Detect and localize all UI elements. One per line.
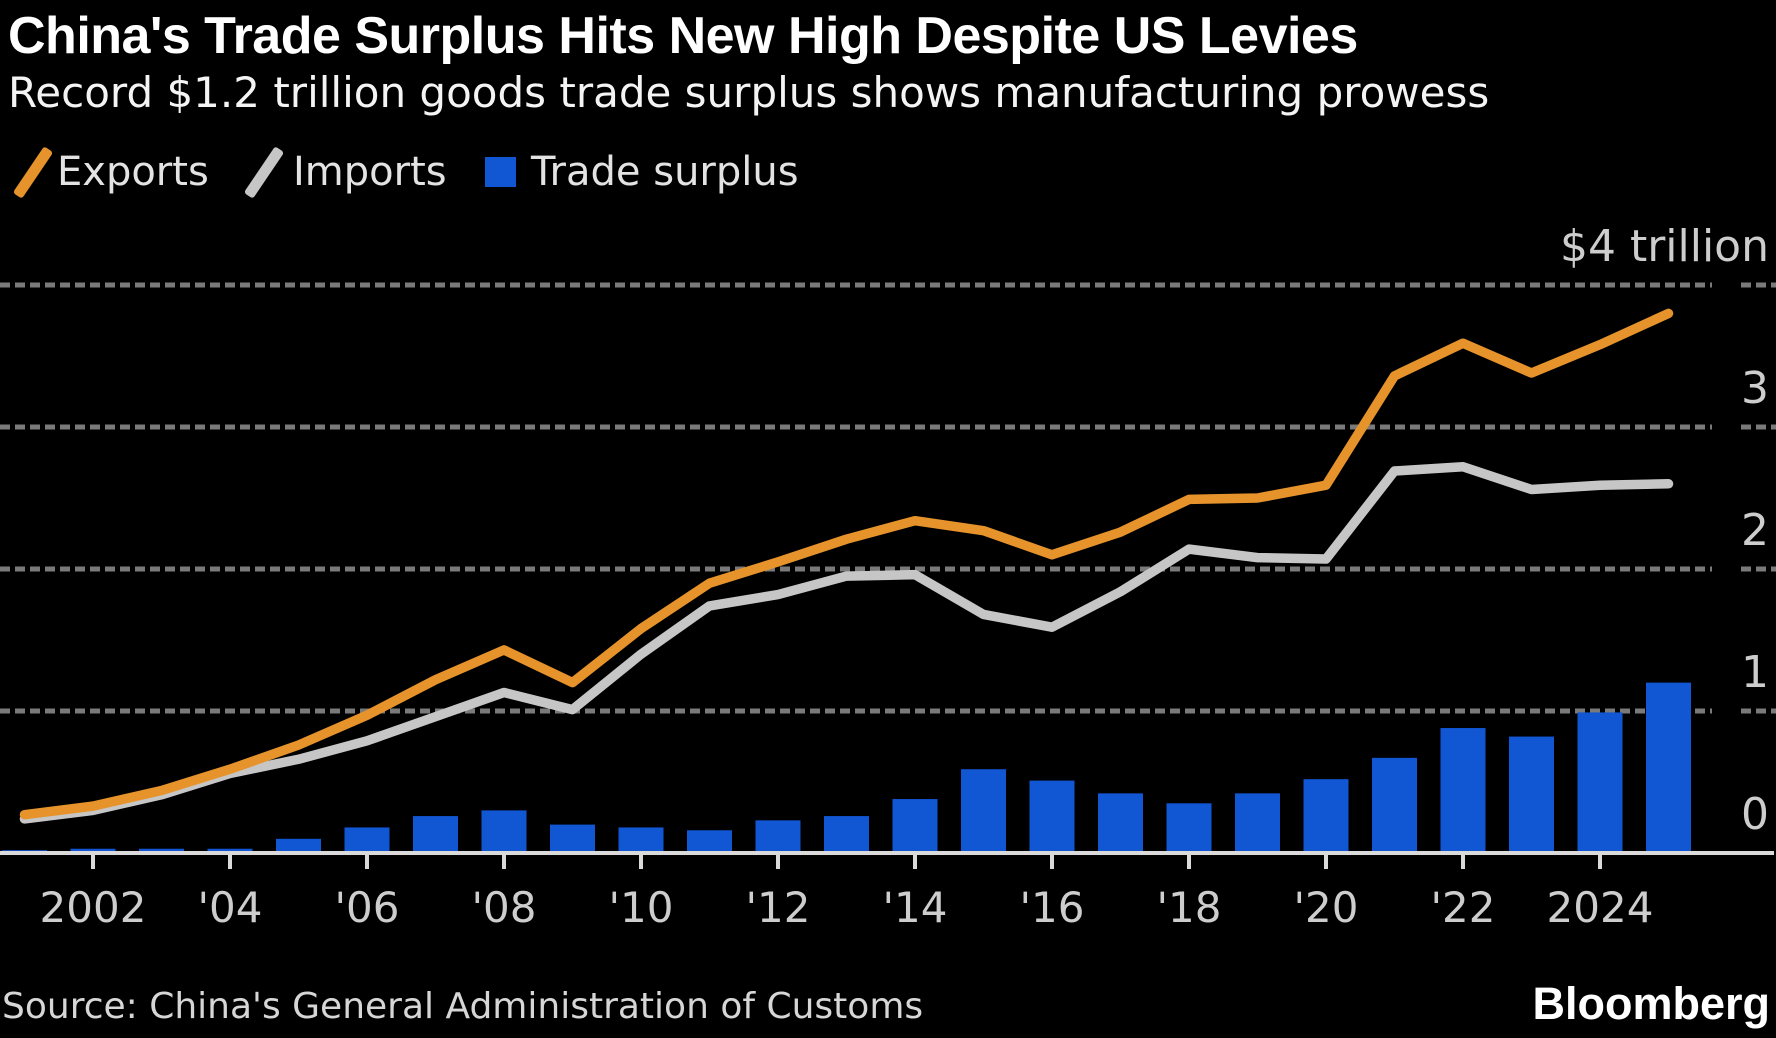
trade-surplus-bar-2009	[550, 824, 595, 853]
trade-surplus-bar-2008	[481, 810, 527, 853]
trade-surplus-bar-2006	[344, 827, 390, 853]
x-axis-label-2018: '18	[1157, 883, 1222, 932]
exports-line	[19, 308, 1674, 820]
legend-label-imports: Imports	[293, 149, 447, 195]
trade-surplus-bar-2019	[1235, 793, 1280, 853]
trade-surplus-bar-2017	[1098, 793, 1143, 853]
x-axis-label-2010: '10	[609, 883, 674, 932]
trade-surplus-bar-2022	[1440, 728, 1486, 853]
x-axis-label-2014: '14	[883, 883, 948, 932]
legend-label-exports: Exports	[57, 149, 209, 195]
trade-surplus-bar-2013	[824, 816, 869, 853]
y-axis-label-4: $4 trillion	[1560, 221, 1769, 272]
page-title: China's Trade Surplus Hits New High Desp…	[8, 7, 1358, 65]
trade-surplus-bar-2002	[70, 848, 116, 853]
trade-surplus-bar-2023	[1509, 736, 1554, 853]
imports-line	[19, 462, 1674, 824]
trade-surplus-swatch-icon	[485, 157, 516, 187]
source-note: Source: China's General Administration o…	[2, 986, 924, 1027]
page-subtitle: Record $1.2 trillion goods trade surplus…	[8, 68, 1490, 117]
x-axis-label-2002: 2002	[40, 883, 147, 932]
trade-surplus-bar-2016	[1029, 780, 1075, 853]
x-axis-label-2020: '20	[1294, 883, 1359, 932]
legend: Exports Imports Trade surplus	[0, 134, 1760, 210]
x-axis-label-2012: '12	[746, 883, 811, 932]
y-axis-label-1: 1	[1741, 647, 1769, 698]
trade-surplus-bar-2007	[413, 816, 458, 853]
x-axis-label-2008: '08	[472, 883, 537, 932]
x-axis-label-2022: '22	[1431, 883, 1496, 932]
trade-surplus-bar-2024	[1577, 712, 1623, 853]
trade-surplus-bar-2005	[276, 838, 321, 853]
trade-surplus-bar-2015	[961, 769, 1006, 853]
trade-surplus-bar-2025	[1646, 682, 1691, 853]
x-axis-label-2006: '06	[335, 883, 400, 932]
trade-surplus-bar-2018	[1166, 803, 1212, 853]
x-axis-label-2016: '16	[1020, 883, 1085, 932]
bloomberg-logo: Bloomberg	[1532, 978, 1770, 1029]
trade-surplus-bar-2012	[755, 820, 801, 853]
trade-surplus-bar-2020	[1303, 779, 1349, 853]
trade-surplus-bar-2003	[139, 848, 184, 853]
legend-label-trade-surplus: Trade surplus	[531, 149, 799, 195]
x-axis-label-2004: '04	[198, 883, 263, 932]
x-axis-label-2024: 2024	[1547, 883, 1654, 932]
trade-surplus-bar-2004	[207, 848, 253, 853]
legend-item-trade-surplus	[485, 134, 516, 210]
y-axis-label-2: 2	[1741, 505, 1769, 556]
y-axis-label-3: 3	[1741, 363, 1769, 414]
y-axis-label-0: 0	[1741, 789, 1769, 840]
trade-surplus-bar-2010	[618, 827, 664, 853]
trade-surplus-bar-2021	[1372, 757, 1417, 853]
trade-surplus-bar-2014	[892, 799, 938, 853]
trade-surplus-bar-2011	[687, 830, 732, 853]
